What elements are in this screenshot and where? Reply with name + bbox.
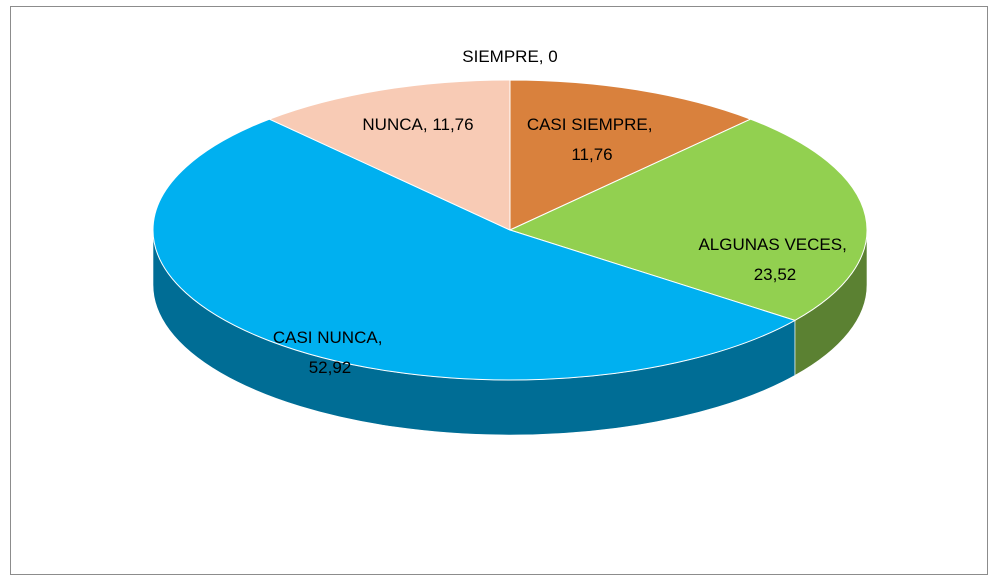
pie-slice (508, 118, 868, 321)
data-label-category: ALGUNAS VECES (698, 235, 842, 254)
data-label: SIEMPRE, 0 (462, 47, 557, 66)
data-label-separator: , (842, 235, 851, 254)
data-label: NUNCA, 11,76 (362, 115, 473, 134)
data-label-value: 11,76 (432, 115, 473, 134)
data-label-category: NUNCA (362, 115, 423, 134)
data-label-category: CASI NUNCA (273, 328, 379, 347)
pie-slice (268, 79, 511, 231)
data-label-value: 52,92 (309, 358, 352, 377)
data-label-separator: , (539, 47, 548, 66)
data-label-value: 11,76 (571, 145, 612, 164)
data-label-category: SIEMPRE (462, 47, 539, 66)
pie-slice (152, 118, 797, 381)
data-label-value: 23,52 (754, 265, 797, 284)
data-label: CASI SIEMPRE, 11,76 (527, 115, 657, 164)
data-label-category: CASI SIEMPRE (527, 115, 648, 134)
pie-slice (509, 79, 752, 231)
data-label: CASI NUNCA, 52,92 (273, 328, 387, 377)
data-label-separator: , (423, 115, 432, 134)
data-label-separator: , (648, 115, 657, 134)
data-label-separator: , (378, 328, 387, 347)
data-label: ALGUNAS VECES, 23,52 (698, 235, 851, 284)
data-label-value: 0 (548, 47, 557, 66)
